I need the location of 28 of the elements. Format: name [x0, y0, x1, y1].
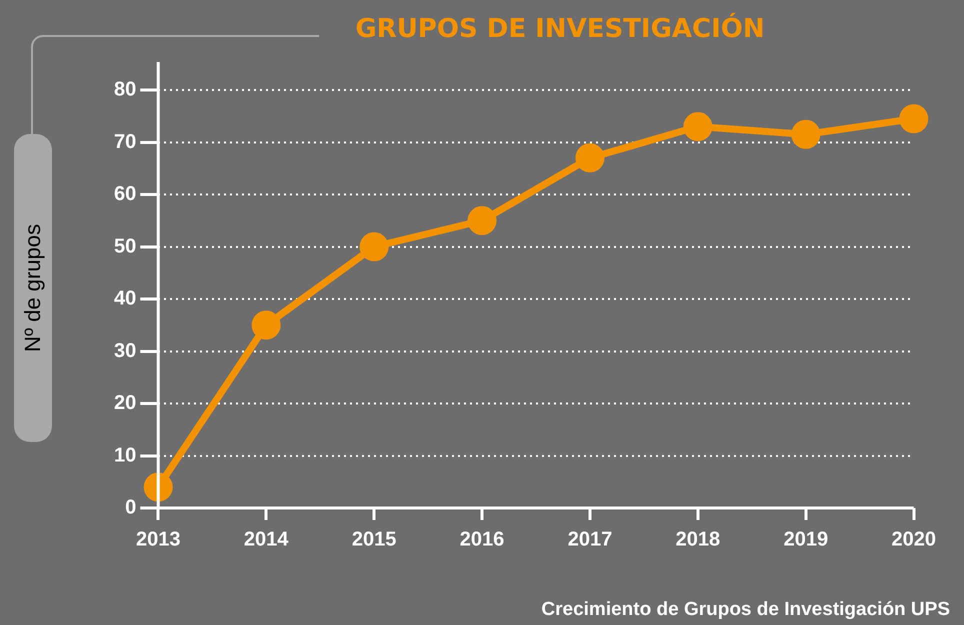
y-tick-label: 60	[114, 183, 136, 206]
x-tick-label: 2017	[568, 528, 612, 551]
y-tick-label: 40	[114, 288, 136, 310]
y-tick-label: 10	[114, 444, 136, 466]
x-tick-label: 2019	[784, 528, 828, 551]
point	[144, 472, 173, 502]
y-tick-label: 20	[114, 392, 136, 414]
x-tick-label: 2016	[460, 528, 504, 551]
point	[575, 143, 604, 172]
point	[899, 104, 928, 134]
x-tick-label: 2013	[136, 528, 180, 551]
x-tick-label: 2020	[892, 528, 936, 551]
point	[252, 310, 281, 340]
point	[791, 120, 820, 149]
point	[360, 232, 389, 262]
y-tick-label: 30	[114, 340, 136, 362]
point	[683, 112, 712, 142]
x-tick-label: 2018	[676, 528, 720, 551]
x-tick-label: 2014	[244, 528, 290, 551]
x-tick-label: 2015	[352, 528, 396, 551]
chart-title: GRUPOS DE INVESTIGACIÓN	[354, 14, 766, 44]
y-tick-label: 70	[114, 130, 136, 153]
y-tick-label: 50	[114, 235, 136, 258]
point	[468, 206, 497, 236]
y-tick-label: 0	[125, 496, 136, 519]
y-axis-title: Nº de grupos	[20, 224, 46, 352]
y-tick-label: 80	[114, 78, 136, 101]
text: Crecimiento de Grupos de Investigación UPS	[541, 599, 950, 621]
